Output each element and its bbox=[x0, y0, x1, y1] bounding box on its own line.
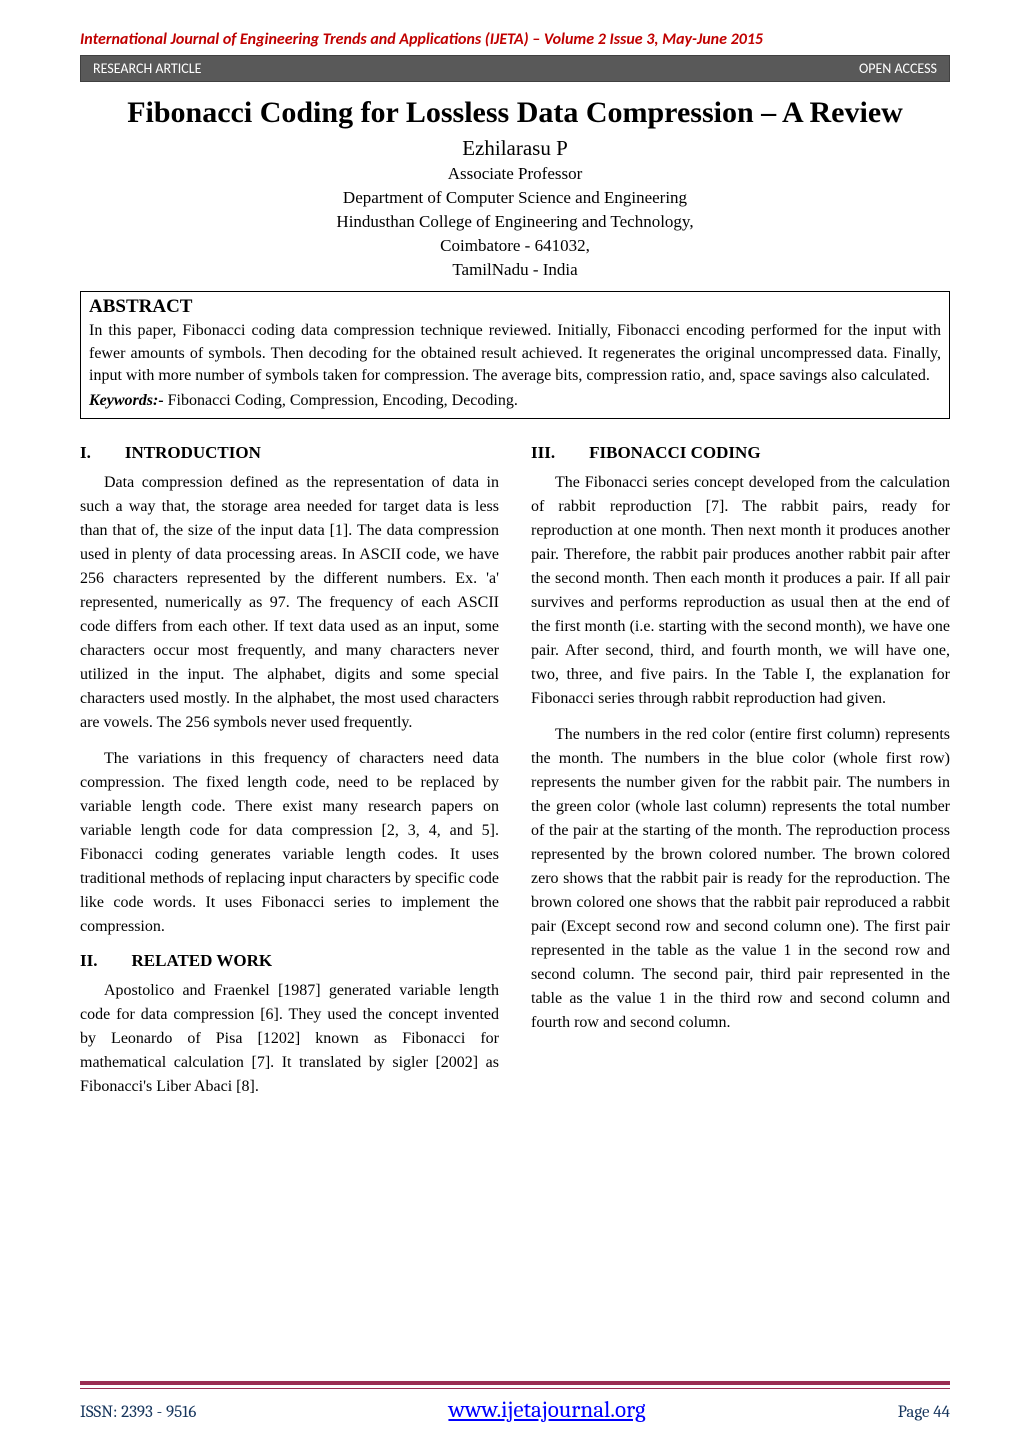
page-title: Fibonacci Coding for Lossless Data Compr… bbox=[80, 96, 950, 130]
research-banner: RESEARCH ARTICLE OPEN ACCESS bbox=[80, 55, 950, 82]
page-footer: ISSN: 2393 - 9516 www.ijetajournal.org P… bbox=[80, 1396, 950, 1423]
abstract-box: ABSTRACT In this paper, Fibonacci coding… bbox=[80, 291, 950, 418]
author-name: Ezhilarasu P bbox=[80, 136, 950, 161]
footer-page-number: Page 44 bbox=[898, 1403, 950, 1422]
footer-url-link[interactable]: www.ijetajournal.org bbox=[448, 1396, 645, 1423]
affiliation-line: Hindusthan College of Engineering and Te… bbox=[80, 211, 950, 233]
section-title: RELATED WORK bbox=[131, 951, 272, 971]
section-title: INTRODUCTION bbox=[125, 443, 261, 463]
body-paragraph: Apostolico and Fraenkel [1987] generated… bbox=[80, 979, 499, 1099]
footer-rule-thick bbox=[80, 1381, 950, 1385]
section-heading-fibonacci-coding: III. FIBONACCI CODING bbox=[531, 443, 950, 463]
keywords-label: Keywords:- bbox=[89, 392, 164, 409]
body-paragraph: The variations in this frequency of char… bbox=[80, 747, 499, 939]
body-paragraph: The numbers in the red color (entire fir… bbox=[531, 723, 950, 1035]
body-paragraph: Data compression defined as the represen… bbox=[80, 471, 499, 735]
section-number: II. bbox=[80, 951, 97, 971]
section-heading-related-work: II. RELATED WORK bbox=[80, 951, 499, 971]
footer-issn: ISSN: 2393 - 9516 bbox=[80, 1403, 196, 1422]
affiliation-line: TamilNadu - India bbox=[80, 259, 950, 281]
banner-right: OPEN ACCESS bbox=[859, 60, 937, 77]
affiliation-line: Coimbatore - 641032, bbox=[80, 235, 950, 257]
abstract-heading: ABSTRACT bbox=[89, 296, 941, 318]
two-column-body: I. INTRODUCTION Data compression defined… bbox=[80, 437, 950, 1111]
body-paragraph: The Fibonacci series concept developed f… bbox=[531, 471, 950, 711]
section-title: FIBONACCI CODING bbox=[589, 443, 760, 463]
banner-left: RESEARCH ARTICLE bbox=[93, 60, 201, 77]
keywords-text: Fibonacci Coding, Compression, Encoding,… bbox=[164, 392, 518, 409]
abstract-text: In this paper, Fibonacci coding data com… bbox=[89, 320, 941, 387]
right-column: III. FIBONACCI CODING The Fibonacci seri… bbox=[531, 437, 950, 1111]
journal-header: International Journal of Engineering Tre… bbox=[80, 30, 950, 49]
affiliation-line: Associate Professor bbox=[80, 163, 950, 185]
keywords-line: Keywords:- Fibonacci Coding, Compression… bbox=[89, 392, 941, 410]
affiliation-line: Department of Computer Science and Engin… bbox=[80, 187, 950, 209]
left-column: I. INTRODUCTION Data compression defined… bbox=[80, 437, 499, 1111]
footer-rule-thin bbox=[80, 1388, 950, 1389]
section-heading-introduction: I. INTRODUCTION bbox=[80, 443, 499, 463]
section-number: III. bbox=[531, 443, 555, 463]
section-number: I. bbox=[80, 443, 91, 463]
